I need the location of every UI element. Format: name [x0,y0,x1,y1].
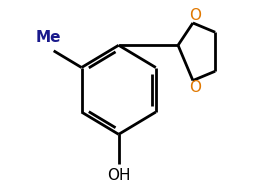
Text: O: O [189,80,201,95]
Text: OH: OH [107,168,130,183]
Text: O: O [189,8,201,23]
Text: Me: Me [35,30,61,45]
